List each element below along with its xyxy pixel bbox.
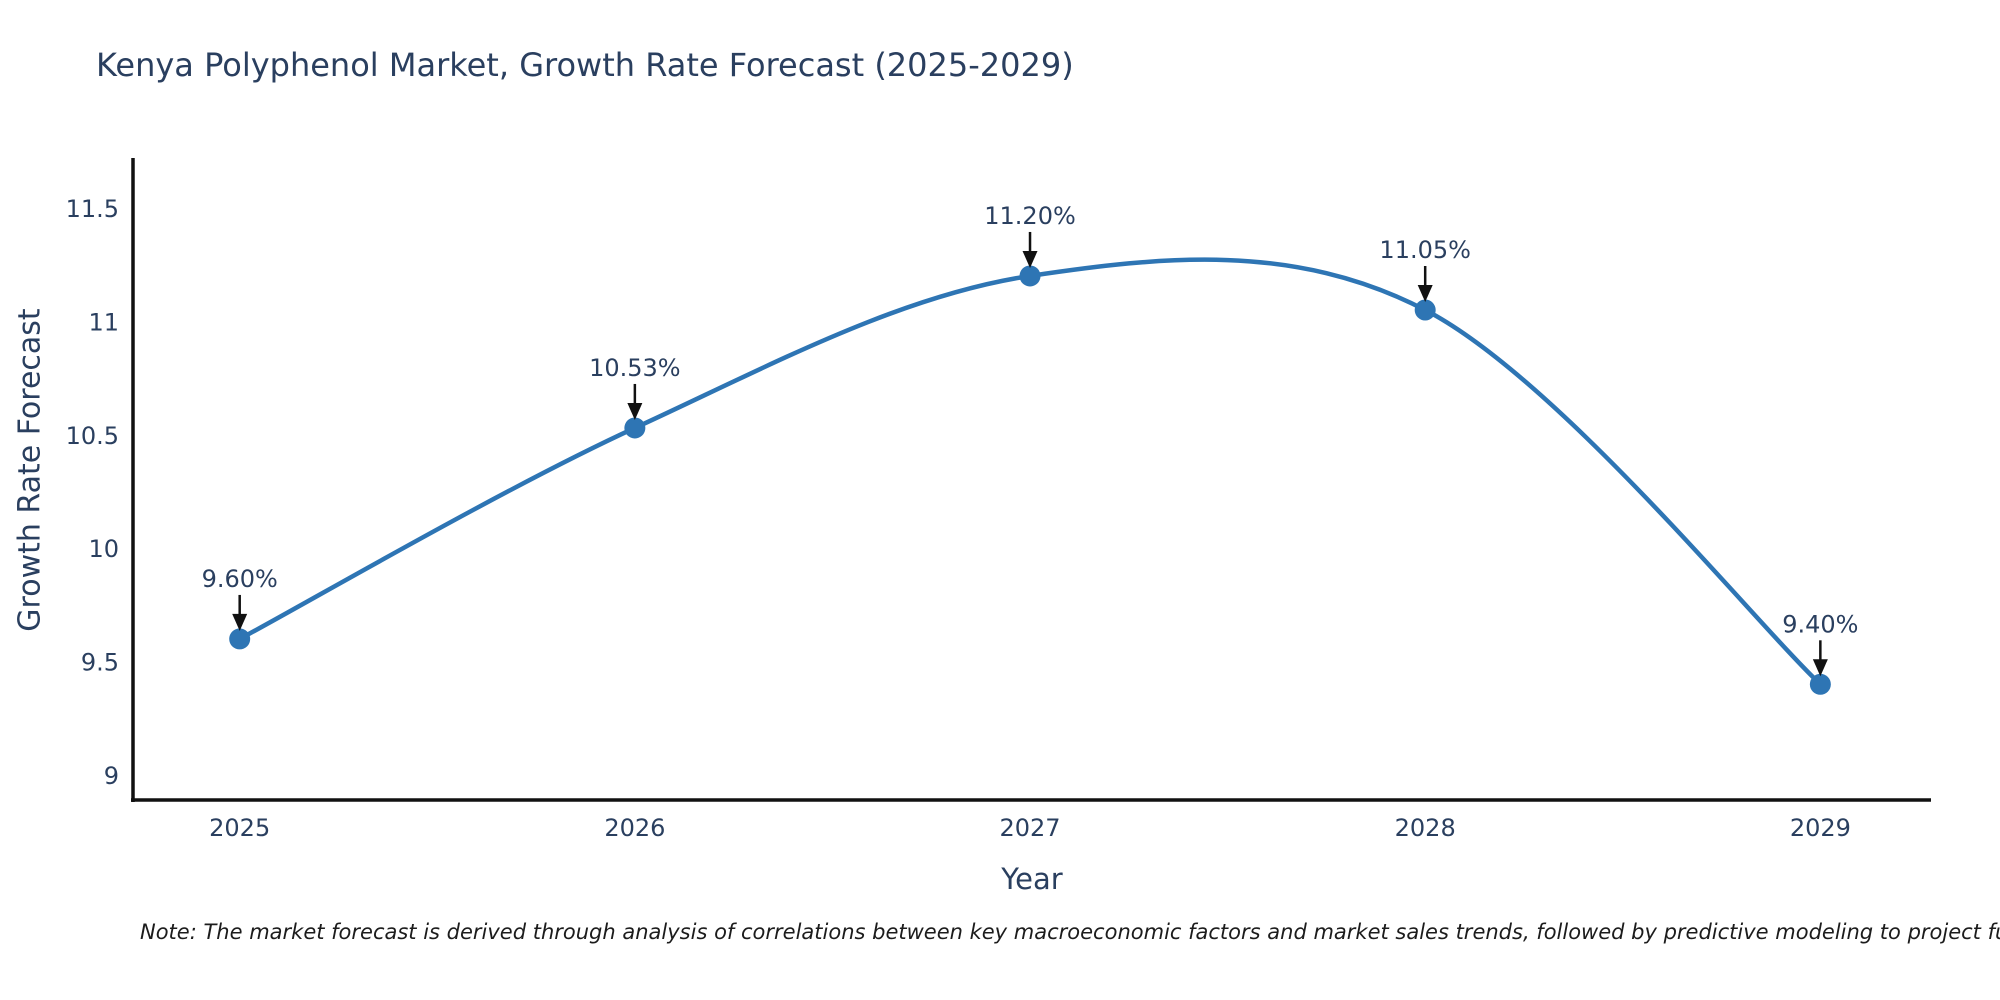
data-point-marker	[624, 417, 646, 439]
line-chart: 9 9.5 10 10.5 11 11.5 2025 2026 2027 2028 2029 9.60…	[66, 158, 1931, 842]
y-tick-label: 10	[88, 535, 119, 563]
data-point-marker	[1414, 299, 1436, 321]
x-tick-label: 2027	[999, 814, 1060, 842]
y-tick-label: 10.5	[66, 422, 119, 450]
data-point-label: 10.53%	[589, 354, 681, 382]
x-tick-label: 2025	[209, 814, 270, 842]
data-point-label: 9.40%	[1782, 610, 1858, 638]
forecast-line	[237, 257, 1823, 687]
data-point-label: 11.05%	[1379, 236, 1471, 264]
x-axis-title: Year	[1001, 862, 1063, 896]
y-tick-label: 11	[88, 308, 119, 336]
annotation-arrowhead	[232, 613, 248, 631]
y-axis-title: Growth Rate Forecast	[12, 308, 48, 632]
x-tick-label: 2026	[604, 814, 665, 842]
x-tick-label: 2029	[1790, 814, 1851, 842]
data-point-label: 11.20%	[984, 202, 1076, 230]
annotation-arrowhead	[1417, 284, 1433, 302]
y-tick-label: 9.5	[81, 649, 119, 677]
annotation-arrowhead	[1022, 250, 1038, 268]
annotation-arrowhead	[1812, 659, 1828, 677]
chart-title: Kenya Polyphenol Market, Growth Rate For…	[96, 46, 1074, 84]
footnote: Note: The market forecast is derived thr…	[140, 920, 2000, 944]
y-tick-label: 11.5	[66, 195, 119, 223]
annotation-arrowhead	[627, 402, 643, 420]
data-point-marker	[229, 628, 251, 650]
y-tick-label: 9	[104, 762, 119, 790]
x-tick-label: 2028	[1395, 814, 1456, 842]
data-point-marker	[1809, 673, 1831, 695]
data-point-marker	[1019, 265, 1041, 287]
data-point-label: 9.60%	[202, 565, 278, 593]
